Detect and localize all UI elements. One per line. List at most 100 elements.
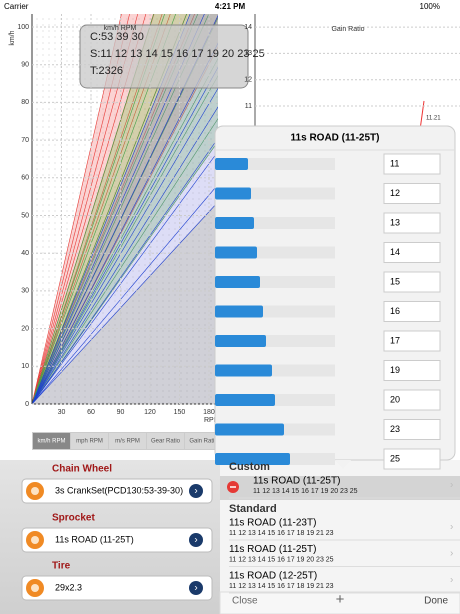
- text-field[interactable]: [383, 153, 441, 175]
- text-field[interactable]: [383, 389, 441, 411]
- list-item-title[interactable]: 11s ROAD (11-25T): [253, 476, 340, 487]
- gain-tick-label: 14: [244, 24, 252, 31]
- text-field[interactable]: [383, 183, 441, 204]
- text-field-value[interactable]: 19: [390, 365, 400, 375]
- bar: [215, 394, 275, 406]
- gain-title: Gain Ratio: [331, 26, 364, 33]
- popover-arrow: [335, 460, 351, 469]
- setting-value[interactable]: 29x2.3: [55, 582, 82, 592]
- tab[interactable]: [71, 433, 108, 449]
- list-item-subtitle[interactable]: 11 12 13 14 15 16 17 18 19 21 23: [229, 583, 334, 590]
- gear-line: [32, 106, 218, 404]
- bar: [215, 158, 248, 170]
- y-axis-label: km/h: [9, 30, 16, 45]
- bar: [215, 364, 272, 377]
- tab-label[interactable]: km/h RPM: [37, 439, 65, 445]
- setting-icon-hole: [31, 536, 39, 544]
- tab-label[interactable]: Gear Ratio: [151, 439, 181, 445]
- text-field-value[interactable]: 11: [390, 158, 399, 168]
- text-field-value[interactable]: 17: [390, 335, 400, 345]
- popover-title: 11s ROAD (11-25T): [291, 133, 380, 144]
- list-item-subtitle[interactable]: 11 12 13 14 15 16 17 19 20 23 25: [253, 488, 358, 495]
- text-field[interactable]: [383, 271, 441, 293]
- x-tick-label: 150: [174, 409, 186, 416]
- text-field[interactable]: [383, 360, 441, 381]
- x-tick-label: 120: [144, 409, 156, 416]
- list-item-subtitle[interactable]: 11 12 13 14 15 16 17 18 19 21 23: [229, 530, 334, 537]
- disclosure-button[interactable]: [189, 484, 203, 498]
- list-item-subtitle[interactable]: 11 12 13 14 15 16 17 19 20 23 25: [229, 556, 334, 563]
- text-field-value[interactable]: 20: [390, 394, 400, 404]
- selected-row[interactable]: [220, 476, 460, 500]
- setting-label: Sprocket: [52, 513, 95, 524]
- tab[interactable]: [147, 433, 184, 449]
- disclosure-button[interactable]: [189, 533, 203, 547]
- tab-label[interactable]: mph RPM: [76, 439, 103, 445]
- tab-label[interactable]: Gain Ratio: [189, 439, 218, 445]
- gear-line: [32, 57, 218, 404]
- gear-line: [32, 140, 218, 404]
- chevron: ›: [450, 480, 453, 491]
- list-item-title[interactable]: 11s ROAD (12-25T): [229, 571, 317, 582]
- tab[interactable]: [185, 433, 222, 449]
- text-field-value[interactable]: 25: [390, 453, 400, 463]
- gear-line: [32, 14, 176, 404]
- list-item-title[interactable]: 11s ROAD (11-25T): [229, 544, 316, 555]
- text-field-value[interactable]: 16: [390, 306, 400, 316]
- text-field[interactable]: [383, 448, 441, 470]
- setting-icon-hole: [31, 584, 39, 592]
- gear-line: [32, 14, 154, 404]
- bar: [215, 187, 251, 200]
- text-field[interactable]: [383, 301, 441, 322]
- bar: [215, 246, 257, 259]
- x-axis-label: RPM: [204, 417, 220, 424]
- gear-line: [32, 14, 165, 404]
- disclosure-button[interactable]: [189, 581, 203, 595]
- y-tick-label: 0: [25, 401, 29, 408]
- y-tick-label: 100: [17, 24, 29, 31]
- setting-label: Tire: [52, 561, 71, 572]
- text-field-value[interactable]: 12: [390, 188, 400, 198]
- tab-label[interactable]: m/s RPM: [115, 439, 140, 445]
- text-field[interactable]: [383, 212, 441, 234]
- text-field[interactable]: [383, 419, 441, 440]
- gear-line: [32, 201, 218, 404]
- gain-tick-label: 13: [244, 50, 252, 57]
- add-button[interactable]: +: [336, 591, 345, 608]
- setting-value[interactable]: 11s ROAD (11-25T): [55, 534, 134, 544]
- x-tick-label: 90: [117, 409, 125, 416]
- y-tick-label: 30: [21, 288, 29, 295]
- text-field[interactable]: [383, 242, 441, 263]
- list-item-title[interactable]: 11s ROAD (11-23T): [229, 518, 316, 529]
- text-field-value[interactable]: 23: [390, 424, 400, 434]
- bar: [215, 335, 266, 347]
- gear-line: [32, 14, 191, 404]
- y-tick-label: 10: [21, 363, 29, 370]
- time: 4:21 PM: [215, 2, 246, 11]
- gain-point-label: 11.21: [426, 116, 441, 122]
- chevron: ›: [450, 522, 453, 533]
- tab[interactable]: [33, 433, 70, 449]
- battery: 100%: [420, 2, 440, 11]
- text-field-value[interactable]: 14: [390, 247, 400, 257]
- setting-icon-hole: [31, 487, 39, 495]
- done-button[interactable]: Done: [424, 596, 448, 607]
- gear-line: [32, 14, 122, 404]
- below-area: [32, 201, 218, 404]
- close-button[interactable]: Close: [232, 596, 258, 607]
- setting-row[interactable]: [21, 527, 213, 553]
- gear-lines: [32, 14, 218, 404]
- setting-row[interactable]: [21, 478, 213, 504]
- gear-line: [32, 151, 218, 404]
- text-field-value[interactable]: 15: [390, 276, 400, 286]
- x-tick-label: 60: [87, 409, 95, 416]
- disclosure-chevron: ›: [194, 583, 197, 594]
- setting-row[interactable]: [21, 575, 213, 601]
- tab[interactable]: [109, 433, 146, 449]
- info-text: C:53 39 30: [90, 31, 144, 43]
- y-tick-label: 40: [21, 250, 29, 257]
- text-field[interactable]: [383, 330, 441, 352]
- setting-value[interactable]: 3s CrankSet(PCD130:53-39-30): [55, 485, 183, 495]
- text-field-value[interactable]: 13: [390, 217, 400, 227]
